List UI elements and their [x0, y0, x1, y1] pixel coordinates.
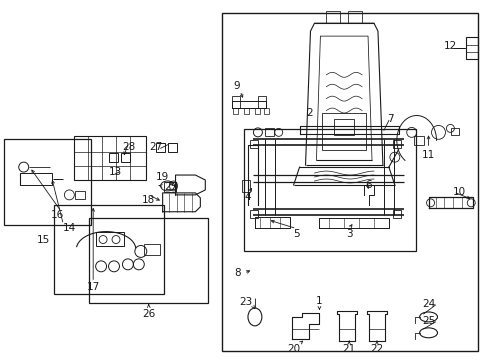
Bar — [20, 173, 51, 185]
Bar — [249, 210, 257, 218]
Text: 20: 20 — [286, 344, 300, 354]
Bar — [322, 113, 366, 150]
Bar — [109, 153, 118, 162]
Text: 1: 1 — [315, 296, 322, 306]
Bar — [325, 11, 340, 23]
Text: 7: 7 — [387, 114, 393, 125]
Text: 26: 26 — [142, 309, 155, 319]
Text: 25: 25 — [421, 316, 434, 326]
Text: 9: 9 — [233, 81, 240, 91]
Bar — [233, 108, 238, 113]
Bar — [257, 96, 265, 108]
Text: 22: 22 — [369, 344, 383, 354]
Bar — [232, 96, 240, 108]
Text: 2: 2 — [305, 108, 312, 117]
Bar — [450, 129, 458, 135]
Bar — [167, 143, 176, 152]
Bar — [155, 143, 164, 152]
Text: 28: 28 — [122, 142, 135, 152]
Bar — [466, 37, 477, 59]
Text: 17: 17 — [86, 282, 100, 292]
Text: 8: 8 — [234, 268, 241, 278]
Bar — [254, 108, 259, 113]
Bar — [74, 136, 145, 180]
Text: 3: 3 — [345, 229, 352, 239]
Text: 15: 15 — [37, 234, 50, 244]
Bar — [242, 180, 249, 192]
Text: 19: 19 — [156, 172, 169, 182]
Bar — [264, 129, 273, 136]
Bar — [244, 108, 248, 113]
Text: 5: 5 — [293, 229, 299, 239]
Text: 10: 10 — [452, 187, 465, 197]
Bar — [413, 136, 423, 145]
Bar — [143, 243, 160, 255]
Bar — [244, 129, 415, 251]
Text: 13: 13 — [108, 167, 122, 177]
Bar — [121, 153, 130, 162]
Text: 21: 21 — [342, 344, 355, 354]
Text: 11: 11 — [421, 150, 434, 160]
Text: 6: 6 — [365, 180, 371, 190]
Bar — [334, 120, 353, 135]
Bar — [392, 140, 400, 148]
Text: 14: 14 — [62, 222, 76, 233]
Bar — [96, 231, 123, 247]
Text: 23: 23 — [163, 182, 177, 192]
Bar — [75, 191, 85, 199]
Text: 18: 18 — [142, 195, 155, 205]
Text: 24: 24 — [421, 299, 434, 309]
Bar — [4, 139, 91, 225]
Bar — [264, 108, 268, 113]
Text: 27: 27 — [149, 142, 162, 152]
Bar — [392, 210, 400, 218]
Bar — [347, 11, 361, 23]
Text: 12: 12 — [443, 41, 456, 51]
Bar — [222, 13, 477, 351]
Text: 16: 16 — [51, 210, 64, 220]
Bar — [232, 100, 265, 108]
Bar — [89, 218, 208, 303]
Bar — [163, 182, 175, 192]
Bar — [54, 205, 163, 294]
Text: 4: 4 — [244, 192, 251, 202]
Text: 23: 23 — [239, 297, 252, 307]
Bar — [249, 140, 257, 148]
